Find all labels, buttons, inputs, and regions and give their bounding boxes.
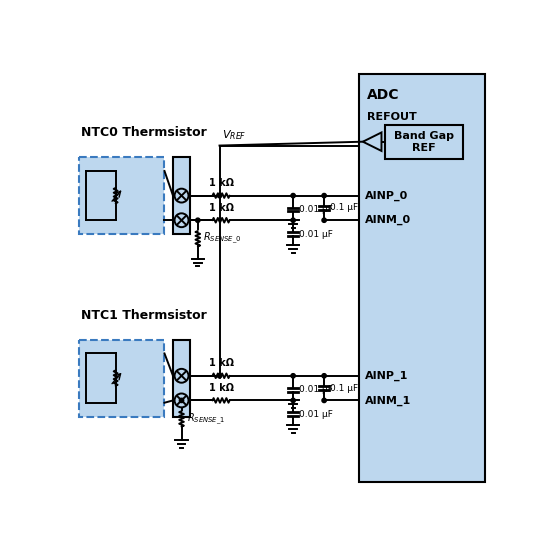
Text: 0.01 μF: 0.01 μF (299, 385, 333, 394)
Text: 0.01 μF: 0.01 μF (299, 205, 333, 214)
Text: 0.01 μF: 0.01 μF (299, 230, 333, 238)
Text: $R_{SENSE\_1}$: $R_{SENSE\_1}$ (187, 411, 225, 427)
Circle shape (291, 374, 295, 378)
Bar (79, 157, 165, 234)
Circle shape (174, 213, 189, 227)
Circle shape (179, 398, 184, 402)
Circle shape (291, 398, 295, 402)
Bar (173, 339, 190, 417)
Text: REFOUT: REFOUT (366, 113, 416, 123)
Text: 0.1 μF: 0.1 μF (330, 384, 358, 392)
Text: ADC: ADC (366, 88, 399, 102)
Text: 1 kΩ: 1 kΩ (208, 203, 234, 213)
Circle shape (291, 218, 295, 222)
Text: 1 kΩ: 1 kΩ (208, 383, 234, 392)
Text: NTC0 Thermsistor: NTC0 Thermsistor (81, 126, 207, 139)
Circle shape (174, 394, 189, 407)
Text: 0.1 μF: 0.1 μF (330, 204, 358, 213)
Circle shape (322, 374, 327, 378)
Polygon shape (363, 132, 381, 151)
Circle shape (322, 193, 327, 198)
Text: AINM_1: AINM_1 (365, 395, 411, 406)
Text: 1 kΩ: 1 kΩ (208, 358, 234, 368)
Text: AINP_0: AINP_0 (365, 190, 409, 201)
Text: Band Gap
REF: Band Gap REF (394, 131, 454, 152)
Text: AINM_0: AINM_0 (365, 215, 411, 225)
Circle shape (322, 398, 327, 402)
Text: NTC1 Thermsistor: NTC1 Thermsistor (81, 309, 207, 322)
Bar (173, 157, 190, 234)
Circle shape (174, 369, 189, 383)
Text: $R_{SENSE\_0}$: $R_{SENSE\_0}$ (203, 231, 242, 246)
Bar (385, 125, 463, 158)
Text: AINP_1: AINP_1 (365, 370, 409, 381)
Circle shape (196, 218, 200, 222)
Circle shape (291, 193, 295, 198)
Text: $V_{REF}$: $V_{REF}$ (222, 128, 246, 142)
Circle shape (174, 189, 189, 203)
Circle shape (217, 193, 222, 198)
Circle shape (217, 374, 222, 378)
Circle shape (322, 218, 327, 222)
Bar (359, 74, 485, 482)
Text: 0.01 μF: 0.01 μF (299, 410, 333, 419)
Bar (79, 339, 165, 417)
Text: 1 kΩ: 1 kΩ (208, 178, 234, 188)
